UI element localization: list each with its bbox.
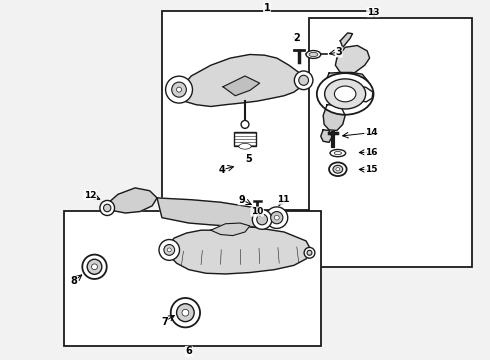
Circle shape (334, 86, 356, 102)
Bar (234, 132, 256, 146)
Ellipse shape (266, 207, 288, 228)
Ellipse shape (252, 210, 272, 229)
Ellipse shape (182, 309, 189, 316)
Polygon shape (340, 33, 352, 47)
Ellipse shape (307, 250, 312, 255)
Ellipse shape (241, 121, 249, 129)
Ellipse shape (336, 168, 340, 171)
Ellipse shape (334, 152, 342, 155)
Bar (64, 211, 321, 346)
Ellipse shape (172, 82, 186, 97)
Text: 7: 7 (161, 317, 168, 327)
Polygon shape (157, 198, 277, 227)
Ellipse shape (92, 264, 98, 270)
Ellipse shape (100, 201, 115, 216)
Ellipse shape (329, 162, 346, 176)
Text: 16: 16 (365, 148, 377, 157)
Text: 5: 5 (245, 154, 252, 164)
Ellipse shape (330, 149, 345, 157)
Polygon shape (326, 72, 368, 105)
Text: 4: 4 (218, 165, 225, 175)
Text: 10: 10 (251, 207, 264, 216)
Polygon shape (335, 45, 369, 76)
Text: 2: 2 (293, 33, 300, 43)
Text: 3: 3 (336, 47, 342, 57)
Polygon shape (223, 76, 260, 96)
Polygon shape (321, 130, 332, 142)
Polygon shape (323, 105, 345, 131)
Bar (309, 18, 472, 267)
Circle shape (325, 79, 366, 109)
Polygon shape (179, 54, 304, 107)
Ellipse shape (270, 212, 283, 224)
Ellipse shape (306, 50, 321, 58)
Ellipse shape (159, 239, 179, 260)
Ellipse shape (164, 244, 174, 255)
Ellipse shape (304, 247, 315, 258)
Ellipse shape (239, 143, 251, 149)
Ellipse shape (333, 165, 343, 173)
Text: 1: 1 (264, 3, 270, 13)
Polygon shape (106, 188, 157, 213)
Ellipse shape (176, 87, 181, 92)
Polygon shape (211, 223, 250, 235)
Ellipse shape (87, 259, 102, 274)
Text: 13: 13 (367, 8, 379, 17)
Bar (162, 12, 374, 211)
Ellipse shape (82, 255, 107, 279)
Text: 15: 15 (365, 166, 377, 175)
Ellipse shape (171, 298, 200, 327)
Ellipse shape (299, 75, 309, 85)
Ellipse shape (167, 248, 171, 252)
Ellipse shape (309, 52, 318, 57)
Text: 11: 11 (277, 195, 290, 204)
Ellipse shape (294, 71, 313, 90)
Text: 9: 9 (238, 195, 245, 205)
Text: 14: 14 (365, 128, 377, 137)
Ellipse shape (103, 204, 111, 212)
Ellipse shape (257, 214, 268, 225)
Ellipse shape (166, 76, 193, 103)
Ellipse shape (176, 304, 194, 321)
Polygon shape (167, 226, 311, 274)
Text: 8: 8 (71, 276, 77, 286)
Circle shape (317, 73, 373, 115)
Ellipse shape (274, 215, 279, 220)
Text: 12: 12 (84, 190, 97, 199)
Polygon shape (351, 84, 373, 102)
Text: 6: 6 (185, 346, 192, 356)
